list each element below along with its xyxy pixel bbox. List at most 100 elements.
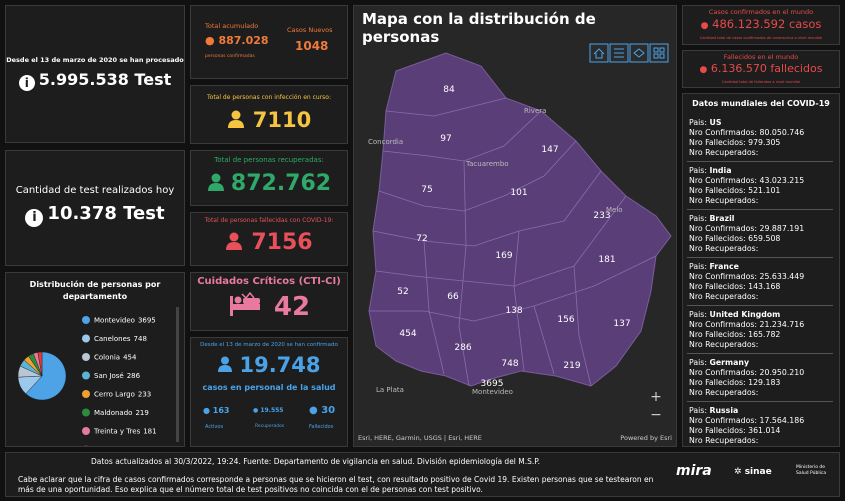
active-panel: Total de personas con infección en curso… xyxy=(190,85,348,144)
country-row: Nro Fallecidos: 165.782 xyxy=(689,330,831,340)
accum-number: 887.028 xyxy=(218,34,269,47)
department-count: 3695 xyxy=(138,317,156,325)
deaths-value: 7156 xyxy=(191,230,347,255)
field-value: 17.564.186 xyxy=(759,416,805,425)
map-value: 286 xyxy=(454,343,471,353)
home-button[interactable] xyxy=(589,43,609,63)
tests-since-label: Desde el 13 de marzo de 2020 se han proc… xyxy=(6,56,184,64)
field-label: Nro Recuperados: xyxy=(689,436,759,445)
footer-updated: Datos actualizados al 30/3/2022, 19:24. … xyxy=(91,457,541,466)
deaths-number: 7156 xyxy=(251,230,313,255)
country-row: Nro Fallecidos: 143.168 xyxy=(689,282,831,292)
map-powered: Powered by Esri xyxy=(620,434,672,442)
place-label: Rivera xyxy=(524,107,546,115)
tests-today-panel: Cantidad de test realizados hoy i 10.378 … xyxy=(5,150,185,266)
tests-today-label: Cantidad de test realizados hoy xyxy=(15,185,175,196)
field-label: Nro Confirmados: xyxy=(689,416,758,425)
place-label: Concordia xyxy=(368,138,403,146)
recovered-label: Total de personas recuperadas: xyxy=(214,156,324,164)
field-label: Nro Fallecidos: xyxy=(689,138,746,147)
health-total: 19.748 xyxy=(191,353,347,377)
accum-label: Total acumulado xyxy=(205,22,259,30)
field-value: United Kingdom xyxy=(709,310,781,319)
legend-dot xyxy=(82,408,90,417)
field-label: Nro Recuperados: xyxy=(689,148,759,157)
field-value: Brazil xyxy=(709,214,735,223)
health-recovered: ● 19.555 xyxy=(253,407,284,414)
field-label: Nro Confirmados: xyxy=(689,176,758,185)
country-record: Pais: United Kingdom Nro Confirmados: 21.… xyxy=(687,306,833,354)
map-value: 748 xyxy=(501,359,518,369)
field-value: 129.183 xyxy=(748,378,781,387)
place-label: Montevideo xyxy=(472,388,513,396)
country-row: Nro Recuperados: xyxy=(689,436,831,446)
department-name: Treinta y Tres xyxy=(93,428,141,436)
department-count: 181 xyxy=(143,428,156,436)
world-list-panel: Datos mundiales del COVID-19 Pais: US Nro… xyxy=(682,93,840,447)
country-record: Pais: Brazil Nro Confirmados: 29.887.191 N… xyxy=(687,210,833,258)
map-panel: Mapa con la distribución de personas 84 … xyxy=(353,5,677,447)
health-deaths: ● 30 xyxy=(309,405,336,416)
zoom-out[interactable]: − xyxy=(650,407,662,423)
field-value: 21.234.716 xyxy=(759,320,805,329)
field-value: 43.023.215 xyxy=(759,176,805,185)
field-value: 25.633.449 xyxy=(759,272,805,281)
legend-dot xyxy=(82,334,90,343)
field-label: Nro Confirmados: xyxy=(689,320,758,329)
field-label: Pais: xyxy=(689,118,707,127)
department-count: 286 xyxy=(127,372,141,380)
health-active-number: 163 xyxy=(212,406,230,415)
map-value: 84 xyxy=(443,85,455,95)
country-row: Nro Confirmados: 21.234.716 xyxy=(689,320,831,330)
legend-dot xyxy=(82,316,90,324)
map-value: 169 xyxy=(495,251,512,261)
country-row: Nro Recuperados: xyxy=(689,244,831,254)
place-labels: Concordia Rivera Tacuarembo Melo La Plat… xyxy=(368,107,623,396)
country-row: Nro Recuperados: xyxy=(689,340,831,350)
field-label: Nro Fallecidos: xyxy=(689,378,746,387)
tests-total-value: 5.995.538 Test xyxy=(38,70,172,89)
world-deaths-label: Fallecidos en el mundo xyxy=(723,53,799,61)
map-labels: 84 97 147 75 101 233 72 169 181 52 66 13… xyxy=(397,85,630,389)
tests-panel: Desde el 13 de marzo de 2020 se han proc… xyxy=(5,5,185,143)
legend-dot xyxy=(82,353,90,361)
tests-today: i 10.378 Test xyxy=(6,203,184,227)
map-tools: + − xyxy=(589,43,669,423)
person-icon xyxy=(218,356,233,372)
recovered-panel: Total de personas recuperadas: 872.762 xyxy=(190,150,348,206)
department-name: Maldonado xyxy=(94,409,132,417)
country-record: Pais: France Nro Confirmados: 25.633.449 N… xyxy=(687,258,833,306)
field-value: 521.101 xyxy=(748,186,781,195)
health-sub: casos en personal de la salud xyxy=(202,383,336,392)
cti-value: 42 xyxy=(191,291,347,322)
field-label: Pais: xyxy=(689,166,707,175)
map[interactable]: 84 97 147 75 101 233 72 169 181 52 66 13… xyxy=(354,6,676,446)
map-value: 156 xyxy=(557,315,574,325)
footer-note: Cabe aclarar que la cifra de casos confi… xyxy=(18,475,654,494)
new-label: Casos Nuevos xyxy=(287,26,333,34)
country-row: Pais: Russia xyxy=(689,406,831,416)
legend-dot xyxy=(82,390,90,398)
field-value: 143.168 xyxy=(748,282,781,291)
map-value: 52 xyxy=(397,287,408,297)
zoom-in[interactable]: + xyxy=(650,389,662,405)
person-icon xyxy=(207,173,224,191)
department-borders xyxy=(369,97,657,387)
field-label: Nro Fallecidos: xyxy=(689,330,746,339)
map-value: 219 xyxy=(563,361,580,371)
field-label: Nro Fallecidos: xyxy=(689,426,746,435)
deaths-label: Total de personas fallecidas con COVID-1… xyxy=(204,217,334,224)
field-value: France xyxy=(709,262,739,271)
legend-dot xyxy=(82,427,90,435)
field-label: Nro Fallecidos: xyxy=(689,282,746,291)
new-value: 1048 xyxy=(295,39,329,53)
basemap-button[interactable] xyxy=(649,43,669,63)
logo-sinae-text: sinae xyxy=(744,467,772,477)
country-row: Nro Confirmados: 43.023.215 xyxy=(689,176,831,186)
world-cases-label: Casos confirmados en el mundo xyxy=(708,8,814,16)
country-row: Pais: France xyxy=(689,262,831,272)
layers-button[interactable] xyxy=(629,43,649,63)
field-label: Nro Recuperados: xyxy=(689,196,759,205)
departments-title: Distribución de personas por departament… xyxy=(29,280,161,301)
